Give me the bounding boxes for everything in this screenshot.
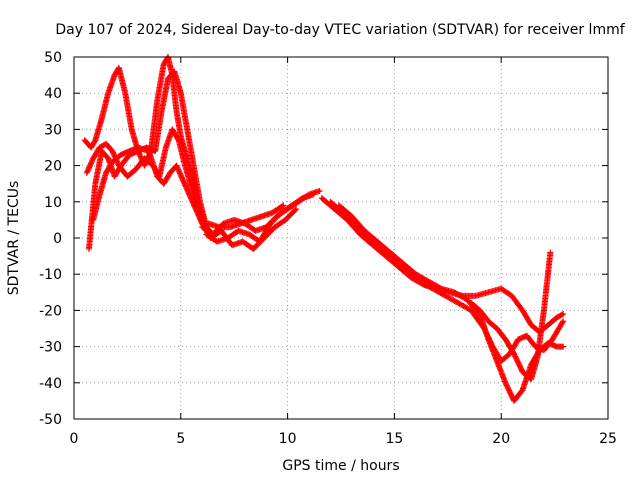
x-axis-label: GPS time / hours	[282, 458, 399, 474]
data-point	[547, 249, 554, 256]
data-point	[310, 191, 317, 198]
grid-lines	[74, 57, 608, 419]
x-tick-label: 10	[279, 431, 297, 447]
y-tick-label: 20	[44, 159, 62, 175]
y-tick-label: 40	[44, 86, 62, 102]
y-tick-label: 50	[44, 50, 62, 66]
y-tick-label: -30	[39, 340, 62, 356]
data-point	[293, 206, 300, 213]
data-point	[559, 319, 566, 326]
data-point	[437, 284, 444, 291]
x-tick-label: 0	[70, 431, 79, 447]
y-tick-label: -50	[39, 412, 62, 428]
data-point	[558, 311, 565, 318]
data-point	[279, 203, 286, 210]
y-axis-label: SDTVAR / TECUs	[6, 181, 22, 296]
y-tick-label: 0	[53, 231, 62, 247]
data-point	[560, 318, 567, 325]
x-tick-label: 5	[176, 431, 185, 447]
y-tick-labels: 50 40 30 20 10 0 -10 -20 -30 -40 -50	[39, 50, 62, 428]
y-tick-label: 30	[44, 122, 62, 138]
x-tick-label: 20	[492, 431, 510, 447]
x-tick-label: 15	[385, 431, 403, 447]
x-tick-label: 25	[599, 431, 617, 447]
data-point	[560, 343, 567, 350]
data-point	[280, 202, 287, 209]
chart-title: Day 107 of 2024, Sidereal Day-to-day VTE…	[55, 22, 625, 38]
axis-ticks	[73, 56, 609, 420]
y-tick-label: 10	[44, 195, 62, 211]
y-tick-label: -20	[39, 303, 62, 319]
x-tick-labels: 0 5 10 15 20 25	[70, 431, 617, 447]
data-point	[316, 187, 323, 194]
data-point	[292, 207, 299, 214]
y-tick-label: -40	[39, 376, 62, 392]
data-point	[560, 311, 567, 318]
data-points	[81, 54, 567, 404]
y-tick-label: -10	[39, 267, 62, 283]
data-point	[174, 136, 181, 143]
